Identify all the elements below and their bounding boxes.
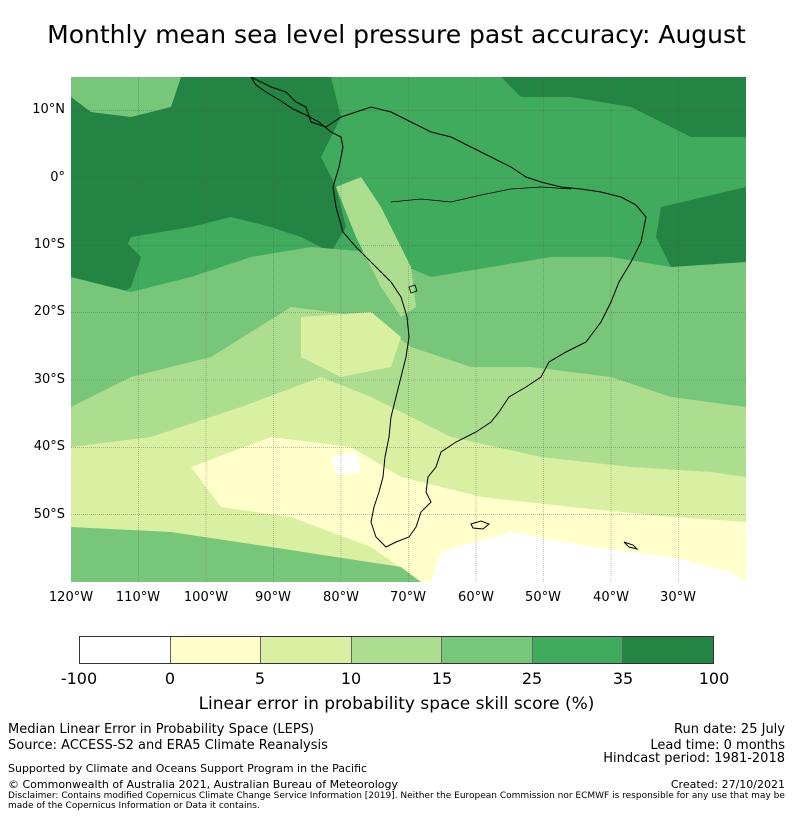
lon-label-30w: 30°W bbox=[660, 590, 696, 605]
dark-region-north bbox=[501, 77, 746, 137]
dark-region-north-pacific bbox=[71, 77, 346, 307]
colorbar-segment bbox=[623, 637, 714, 663]
colorbar-segment bbox=[170, 637, 262, 663]
colorbar-label: Linear error in probability space skill … bbox=[198, 694, 595, 714]
colorbar-segment bbox=[80, 637, 171, 663]
hindcast-period: Hindcast period: 1981-2018 bbox=[603, 751, 785, 766]
colorbar-tick: 100 bbox=[698, 669, 730, 688]
footer-method: Median Linear Error in Probability Space… bbox=[8, 722, 315, 737]
colorbar-tick: 10 bbox=[340, 669, 362, 688]
lake-titicaca bbox=[408, 284, 418, 294]
colorbar-segment bbox=[351, 637, 443, 663]
lat-label-50s: 50°S bbox=[33, 507, 65, 522]
dark-region-east-atlantic bbox=[656, 187, 746, 282]
colorbar-tick: 5 bbox=[254, 669, 266, 688]
lon-label-100w: 100°W bbox=[183, 590, 229, 605]
created-date: Created: 27/10/2021 bbox=[670, 778, 785, 791]
colorbar-tick: 0 bbox=[164, 669, 176, 688]
colorbar-segment bbox=[532, 637, 624, 663]
river-amazon bbox=[390, 186, 572, 203]
lon-label-120w: 120°W bbox=[48, 590, 94, 605]
light-green-andes bbox=[336, 177, 416, 317]
lon-label-40w: 40°W bbox=[593, 590, 629, 605]
run-date: Run date: 25 July bbox=[674, 722, 785, 737]
bottom-left-green bbox=[71, 527, 421, 582]
colorbar-tick: 35 bbox=[612, 669, 634, 688]
lat-label-0: 0° bbox=[50, 170, 65, 185]
coastline-south-america bbox=[250, 77, 647, 548]
mid-green-north bbox=[71, 77, 181, 117]
map-title: Monthly mean sea level pressure past acc… bbox=[47, 20, 746, 49]
lead-time: Lead time: 0 months bbox=[650, 738, 785, 753]
island-south-georgia bbox=[623, 541, 639, 550]
lat-label-10n: 10°N bbox=[32, 102, 65, 117]
lat-label-40s: 40°S bbox=[33, 439, 65, 454]
white-patch-mid bbox=[331, 452, 361, 475]
lon-label-90w: 90°W bbox=[255, 590, 291, 605]
lon-label-60w: 60°W bbox=[458, 590, 494, 605]
lat-label-20s: 20°S bbox=[33, 304, 65, 319]
pale-green-patch bbox=[301, 312, 401, 377]
colorbar-tick: 25 bbox=[521, 669, 543, 688]
colorbar-segment bbox=[261, 637, 352, 663]
lon-label-80w: 80°W bbox=[323, 590, 359, 605]
footer-support: Supported by Climate and Oceans Support … bbox=[8, 762, 368, 775]
white-patch bbox=[431, 532, 746, 582]
lon-label-110w: 110°W bbox=[115, 590, 161, 605]
lat-label-10s: 10°S bbox=[33, 237, 65, 252]
island-falklands bbox=[470, 520, 490, 530]
colorbar-tick: -100 bbox=[60, 669, 98, 688]
footer-copyright: © Commonwealth of Australia 2021, Austra… bbox=[8, 778, 398, 791]
colorbar-segment bbox=[442, 637, 533, 663]
graticule bbox=[71, 77, 746, 582]
colorbar-tick: 15 bbox=[431, 669, 453, 688]
skill-map bbox=[71, 77, 746, 582]
lon-label-70w: 70°W bbox=[390, 590, 426, 605]
footer-disclaimer: Disclaimer: Contains modified Copernicus… bbox=[8, 791, 785, 811]
yellow-band bbox=[191, 437, 746, 582]
lat-label-30s: 30°S bbox=[33, 372, 65, 387]
lon-label-50w: 50°W bbox=[525, 590, 561, 605]
colorbar bbox=[79, 636, 714, 664]
footer-source: Source: ACCESS-S2 and ERA5 Climate Reana… bbox=[8, 738, 328, 753]
